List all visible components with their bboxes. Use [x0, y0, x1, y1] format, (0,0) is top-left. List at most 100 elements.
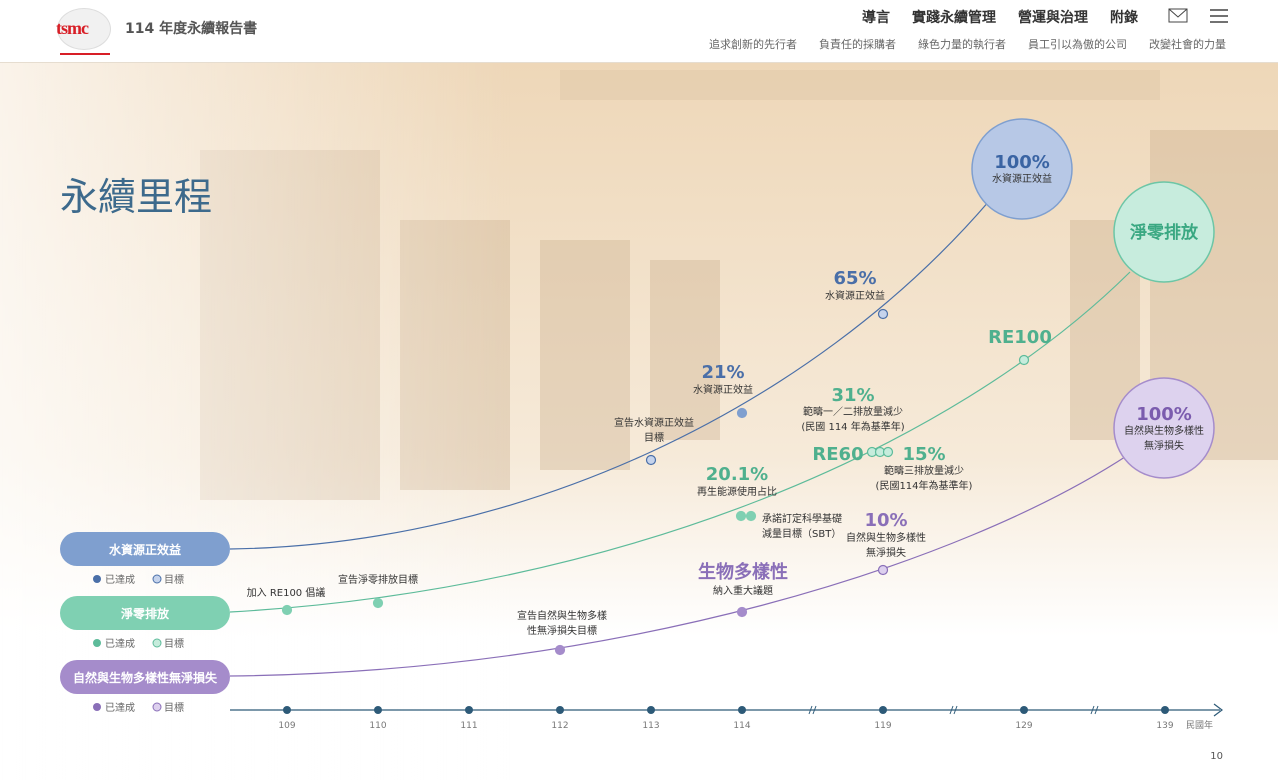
subnav-item[interactable]: 負責任的採購者 — [819, 38, 896, 51]
track-label: 水資源正效益 — [109, 542, 181, 557]
milestone-text: 宣告自然與生物多樣 — [517, 609, 607, 622]
milestone-text: 目標 — [644, 431, 664, 444]
legend-dot — [93, 703, 101, 711]
nav: 導言 實踐永續管理 營運與治理 附錄 — [862, 7, 1138, 27]
axis-arrow — [1213, 703, 1223, 717]
subnav-item[interactable]: 改變社會的力量 — [1149, 38, 1226, 51]
milestone-text: 宣告淨零排放目標 — [338, 573, 418, 586]
goal-value: 淨零排放 — [1130, 222, 1199, 243]
axis-year: 110 — [369, 721, 386, 731]
milestone-text: 範疇一／二排放量減少 — [803, 405, 903, 418]
page-title: 永續里程 — [60, 175, 212, 219]
track-pill — [60, 596, 230, 630]
axis-dot — [879, 706, 887, 714]
mail-icon[interactable] — [1168, 8, 1188, 23]
goal-circle — [1113, 377, 1215, 479]
goal-value: 100% — [1136, 404, 1192, 425]
axis-year: 111 — [460, 721, 477, 731]
milestone-text: 承諾訂定科學基礎 — [762, 512, 842, 525]
axis-year: 119 — [874, 721, 891, 731]
achieved-dot — [736, 407, 748, 419]
axis-year: 129 — [1015, 721, 1032, 731]
milestone-value: 65% — [833, 268, 876, 289]
legend-achieved: 已達成 — [105, 638, 135, 650]
milestone-value: 10% — [864, 510, 907, 531]
milestone-text: 無淨損失 — [866, 546, 906, 559]
milestone-value: 生物多樣性 — [698, 561, 788, 583]
axis-dot — [283, 706, 291, 714]
legend-dot — [152, 638, 162, 648]
legend-target: 目標 — [164, 573, 184, 586]
goal-value: 100% — [994, 152, 1050, 173]
track-label: 自然與生物多樣性無淨損失 — [73, 670, 218, 685]
netzero-curve — [229, 271, 1131, 613]
menu-icon[interactable] — [1210, 9, 1228, 23]
goal-label: 自然與生物多樣性 — [1124, 424, 1204, 437]
track-pill — [60, 532, 230, 566]
subnav: 追求創新的先行者 負責任的採購者 綠色力量的執行者 員工引以為傲的公司 改變社會的力量 — [709, 36, 1226, 52]
goal-label: 水資源正效益 — [992, 172, 1052, 185]
achieved-dot — [281, 604, 293, 616]
axis-dot — [1161, 706, 1169, 714]
milestone-text: 水資源正效益 — [693, 383, 753, 396]
achieved-dot — [372, 597, 384, 609]
milestone-text: (民國 114 年為基準年) — [801, 420, 904, 433]
milestone-value: 21% — [701, 362, 744, 383]
logo[interactable]: tsmc — [56, 8, 111, 55]
axis-dot — [647, 706, 655, 714]
subnav-item[interactable]: 綠色力量的執行者 — [918, 38, 1006, 51]
target-dot — [645, 454, 657, 466]
milestone-text: (民國114年為基準年) — [876, 479, 973, 492]
milestone-value: 15% — [902, 444, 945, 465]
milestone-text: 自然與生物多樣性 — [846, 531, 926, 544]
page-number: 10 — [1210, 751, 1223, 762]
axis-unit: 民國年 — [1186, 719, 1213, 731]
legend-dot — [93, 575, 101, 583]
achieved-dot — [554, 644, 566, 656]
milestone-text: 性無淨損失目標 — [527, 624, 597, 637]
target-dot — [877, 308, 889, 320]
legend-achieved: 已達成 — [105, 574, 135, 586]
bio-curve — [229, 454, 1129, 677]
axis-dot — [374, 706, 382, 714]
nav-item[interactable]: 附錄 — [1110, 10, 1138, 26]
goal-circle — [971, 118, 1073, 220]
achieved-dot — [735, 510, 747, 522]
legend-dot — [93, 639, 101, 647]
milestone-text: 範疇三排放量減少 — [884, 464, 964, 477]
milestone-text: 宣告水資源正效益 — [614, 416, 694, 429]
track-label: 淨零排放 — [120, 606, 170, 621]
nav-item[interactable]: 營運與治理 — [1018, 10, 1088, 26]
axis-year: 139 — [1156, 721, 1173, 731]
water-curve — [229, 199, 991, 550]
nav-item[interactable]: 導言 — [862, 10, 890, 26]
milestone-text: 水資源正效益 — [825, 289, 885, 302]
target-dot — [877, 564, 889, 576]
axis-breaks — [808, 705, 1099, 715]
axis-year: 113 — [642, 721, 659, 731]
legend-achieved: 已達成 — [105, 702, 135, 714]
legend-target: 目標 — [164, 637, 184, 650]
legend-dot — [152, 702, 162, 712]
milestone-text: 加入 RE100 倡議 — [247, 586, 326, 599]
report-title: 114 年度永續報告書 — [125, 21, 258, 37]
milestone-value: 31% — [831, 385, 874, 406]
goal-circle — [1113, 181, 1215, 283]
target-dot — [1018, 354, 1030, 366]
header: tsmc 114 年度永續報告書 導言 實踐永續管理 營運與治理 附錄 追求創新的先行… — [0, 0, 1278, 63]
milestone-value: 20.1% — [706, 464, 768, 485]
logo-text: tsmc — [56, 18, 89, 38]
axis-year: 114 — [733, 721, 750, 731]
axis-dot — [556, 706, 564, 714]
achieved-dot — [736, 606, 748, 618]
nav-item[interactable]: 實踐永續管理 — [912, 10, 996, 26]
target-dot — [882, 446, 894, 458]
axis-dot — [465, 706, 473, 714]
subnav-item[interactable]: 追求創新的先行者 — [709, 38, 797, 51]
legend-target: 目標 — [164, 701, 184, 714]
milestone-text: 納入重大議題 — [713, 584, 773, 597]
subnav-item[interactable]: 員工引以為傲的公司 — [1028, 38, 1127, 51]
track-pill — [60, 660, 230, 694]
